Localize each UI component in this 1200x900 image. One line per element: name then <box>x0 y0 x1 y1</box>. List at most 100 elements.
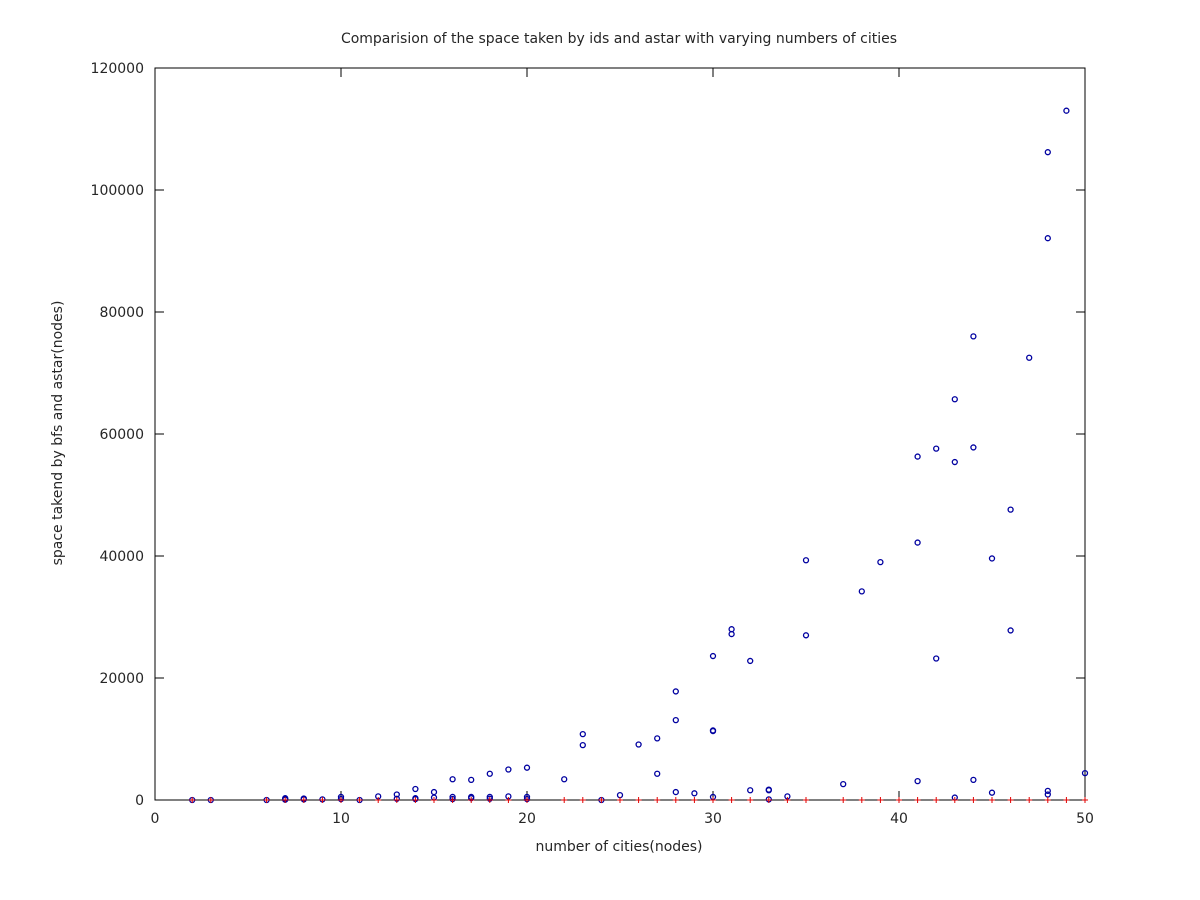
data-point <box>1026 797 1033 803</box>
data-point <box>617 797 623 803</box>
data-point <box>1044 797 1051 803</box>
y-tick-label: 60000 <box>99 427 144 443</box>
data-point <box>840 797 847 803</box>
data-point <box>1044 235 1051 242</box>
y-tick-label: 40000 <box>99 549 144 565</box>
data-point <box>449 776 456 783</box>
data-point <box>486 797 493 803</box>
data-point <box>1007 506 1014 513</box>
data-point <box>765 797 772 803</box>
data-point <box>784 797 791 803</box>
data-point <box>803 797 809 803</box>
data-point <box>449 797 456 803</box>
data-point <box>933 445 940 452</box>
data-point <box>951 797 958 803</box>
y-tick-label: 120000 <box>91 61 144 77</box>
data-point <box>970 333 977 340</box>
data-point <box>412 785 419 793</box>
data-point <box>598 797 605 803</box>
data-point <box>970 776 977 784</box>
y-tick-label: 100000 <box>91 183 144 199</box>
data-point <box>561 797 568 803</box>
data-point <box>524 797 530 803</box>
data-point <box>858 797 865 803</box>
data-point <box>263 797 270 803</box>
data-point <box>951 458 958 466</box>
y-tick-label: 0 <box>135 793 144 809</box>
data-point <box>207 797 214 803</box>
data-point <box>858 588 865 595</box>
data-point <box>709 652 717 660</box>
x-axis-label: number of cities(nodes) <box>535 839 702 855</box>
y-axis-label: space takend by bfs and astar(nodes) <box>50 301 66 566</box>
data-point <box>505 766 512 773</box>
data-point <box>970 797 977 803</box>
data-point <box>468 797 475 803</box>
data-point <box>914 453 921 460</box>
data-point <box>579 730 586 738</box>
data-point <box>375 797 382 803</box>
data-point <box>691 797 698 803</box>
x-tick-label: 0 <box>151 811 160 827</box>
series-1 <box>189 107 1089 804</box>
data-point <box>988 789 996 796</box>
data-point <box>1082 797 1088 803</box>
data-point <box>747 787 754 794</box>
data-point <box>431 797 437 803</box>
data-point <box>523 764 531 771</box>
data-point <box>412 797 419 803</box>
data-point <box>710 797 716 803</box>
data-points <box>189 107 1089 804</box>
data-point <box>933 655 940 662</box>
x-tick-label: 20 <box>518 811 536 827</box>
plot-area <box>154 67 1086 801</box>
data-point <box>1063 797 1070 803</box>
series-2 <box>189 797 1088 803</box>
y-tick-label: 80000 <box>99 305 144 321</box>
data-point <box>914 777 921 785</box>
data-point <box>896 797 902 803</box>
chart-title: Comparision of the space taken by ids an… <box>341 31 897 47</box>
data-point <box>189 797 196 803</box>
x-tick-label: 50 <box>1076 811 1094 827</box>
data-point <box>914 797 921 803</box>
data-point <box>616 791 624 799</box>
data-point <box>877 797 884 803</box>
data-point <box>1081 770 1089 777</box>
data-point <box>988 555 996 562</box>
data-point <box>338 797 344 803</box>
data-point <box>747 657 754 665</box>
data-point <box>840 780 847 788</box>
data-point <box>579 741 586 749</box>
data-point <box>654 797 661 803</box>
data-point <box>933 797 940 803</box>
data-point <box>672 797 679 803</box>
data-point <box>635 797 642 803</box>
data-point <box>393 797 400 803</box>
data-point <box>691 790 698 797</box>
data-point <box>765 786 772 793</box>
data-point <box>1044 149 1051 156</box>
data-point <box>672 788 679 796</box>
data-point <box>709 727 717 734</box>
data-point <box>802 557 810 564</box>
data-point <box>914 539 921 546</box>
data-point <box>989 797 995 803</box>
data-point <box>970 444 977 451</box>
data-point <box>654 735 661 742</box>
data-point <box>672 688 679 695</box>
data-point <box>486 770 493 777</box>
data-point <box>430 788 438 796</box>
x-tick-label: 10 <box>332 811 350 827</box>
data-point <box>747 797 754 803</box>
x-tick-label: 40 <box>890 811 908 827</box>
data-point <box>728 626 735 633</box>
data-point <box>1007 627 1014 634</box>
plot-border <box>154 67 1086 801</box>
axis-ticks <box>154 67 1086 801</box>
data-point <box>1007 797 1014 803</box>
data-point <box>802 632 810 639</box>
axis-tick-labels: 0 10 20 30 40 50 0 20000 40000 60000 80000 100000 12… <box>91 61 1094 827</box>
data-point <box>635 741 642 748</box>
